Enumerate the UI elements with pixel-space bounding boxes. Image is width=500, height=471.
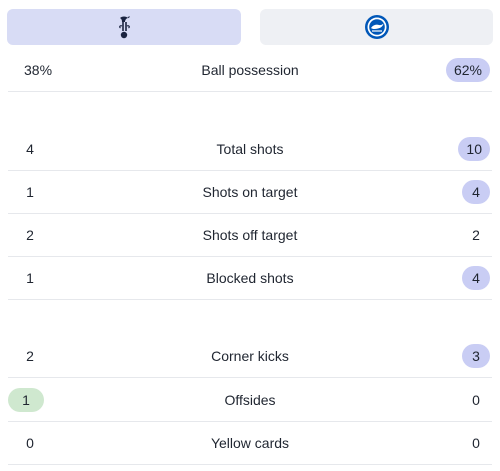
stat-row-yellow-cards: 0 Yellow cards 0 bbox=[8, 422, 492, 465]
stat-row-blocked-shots: 1 Blocked shots 4 bbox=[8, 257, 492, 300]
home-value: 4 bbox=[26, 141, 34, 157]
stat-row-shots-off-target: 2 Shots off target 2 bbox=[8, 214, 492, 257]
stat-label: Offsides bbox=[224, 392, 276, 408]
stat-label: Shots off target bbox=[202, 227, 298, 243]
home-value: 2 bbox=[26, 348, 34, 364]
home-team-tab[interactable] bbox=[7, 9, 241, 45]
stat-label: Total shots bbox=[216, 141, 284, 157]
away-value: 2 bbox=[472, 227, 480, 243]
stat-label: Corner kicks bbox=[211, 348, 289, 364]
away-value: 0 bbox=[472, 392, 480, 408]
stat-label: Blocked shots bbox=[206, 270, 294, 286]
stat-label: Shots on target bbox=[202, 184, 298, 200]
away-value: 0 bbox=[472, 435, 480, 451]
away-value: 62% bbox=[445, 58, 490, 82]
stat-label: Ball possession bbox=[201, 62, 299, 78]
spurs-crest-icon bbox=[119, 16, 130, 39]
brighton-crest-icon bbox=[364, 15, 389, 39]
home-value: 0 bbox=[26, 435, 34, 451]
stat-label: Yellow cards bbox=[210, 435, 290, 451]
away-value: 3 bbox=[462, 344, 490, 368]
stat-row-shots-on-target: 1 Shots on target 4 bbox=[8, 171, 492, 214]
home-value: 1 bbox=[26, 270, 34, 286]
stat-row-offsides: 1 Offsides 0 bbox=[8, 379, 492, 422]
away-value: 4 bbox=[462, 266, 490, 290]
team-selector bbox=[7, 9, 493, 45]
home-value: 1 bbox=[26, 184, 34, 200]
away-value: 10 bbox=[458, 137, 490, 161]
stat-row-corner-kicks: 2 Corner kicks 3 bbox=[8, 335, 492, 378]
away-value: 4 bbox=[462, 180, 490, 204]
stat-row-total-shots: 4 Total shots 10 bbox=[8, 128, 492, 171]
stat-row-ball-possession: 38% Ball possession 62% bbox=[8, 49, 492, 92]
home-value: 1 bbox=[8, 388, 44, 412]
home-value: 38% bbox=[24, 62, 53, 78]
home-value: 2 bbox=[26, 227, 34, 243]
away-team-tab[interactable] bbox=[260, 9, 493, 45]
